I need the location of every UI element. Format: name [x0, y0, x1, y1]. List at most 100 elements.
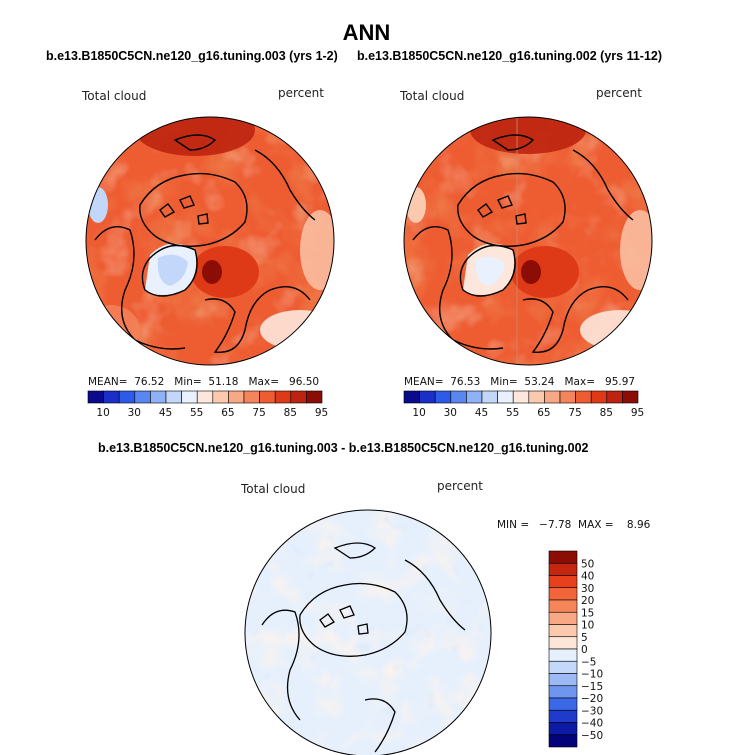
- panel2-mean-label: MEAN=: [404, 376, 444, 388]
- panel1-colorbar-box: [181, 390, 198, 404]
- panel3-colorbar-tick: 40: [581, 571, 594, 583]
- panel1-colorbar-box: [228, 390, 245, 404]
- panel2-colorbar-box: [622, 390, 639, 404]
- panel2-colorbar-box: [512, 390, 530, 404]
- panel3-colorbar-box: [548, 648, 578, 662]
- panel3-colorbar-box: [548, 624, 578, 638]
- panel1-mean-value: 76.52: [134, 376, 165, 388]
- panel1-units: percent: [278, 86, 324, 100]
- panel1-max-value: 96.50: [289, 376, 320, 388]
- panel3-colorbar-tick: −10: [581, 669, 603, 681]
- panel2-field-label: Total cloud: [400, 89, 465, 103]
- panel2-colorbar-box: [466, 390, 483, 404]
- panel2-colorbar-tick: 45: [475, 407, 488, 419]
- panel1-colorbar-box: [150, 390, 167, 404]
- panel3-colorbar-tick: 30: [581, 583, 594, 595]
- panel1-colorbar-box: [243, 390, 260, 404]
- panel2-units: percent: [596, 86, 642, 100]
- panel2-colorbar-tick: 85: [600, 407, 613, 419]
- panel1-max-label: Max=: [248, 376, 280, 388]
- panel3-colorbar-tick: 0: [581, 644, 588, 656]
- panel2-colorbar-box: [450, 390, 467, 404]
- panel2-colorbar-box: [590, 390, 608, 404]
- panel2-max-value: 95.97: [605, 376, 636, 388]
- panel3-colorbar-tick: 20: [581, 595, 594, 607]
- panel2-colorbar-box: [575, 390, 592, 404]
- figure-title: ANN: [342, 20, 391, 45]
- panel2-colorbar-box: [419, 390, 436, 404]
- panel1-colorbar-tick: 65: [221, 407, 234, 419]
- panel3-colorbar-tick: 50: [581, 558, 594, 570]
- panel1-colorbar-tick: 45: [159, 407, 172, 419]
- panel3-colorbar-tick: 5: [581, 632, 588, 644]
- panel3-colorbar-box: [548, 599, 578, 613]
- panel2-colorbar-box: [497, 390, 514, 404]
- panel3-colorbar-tick: −20: [581, 693, 603, 705]
- panel3-colorbar-box: [548, 734, 578, 748]
- panel3-colorbar-tick: −15: [581, 681, 603, 693]
- panel3-colorbar-tick: 10: [581, 620, 594, 632]
- panel1-colorbar-tick: 75: [252, 407, 265, 419]
- subtitle-right: b.e13.B1850C5CN.ne120_g16.tuning.002 (yr…: [357, 49, 663, 63]
- panel3-colorbar-box: [548, 709, 578, 723]
- panel1-map: [85, 116, 335, 366]
- panel1-min-value: 51.18: [208, 376, 239, 388]
- panel1-colorbar-box: [103, 390, 120, 404]
- panel1-colorbar: 10 30 45 55 65 75 85 95: [87, 390, 328, 419]
- panel2-colorbar-tick: 75: [568, 407, 581, 419]
- panel1-min-label: Min=: [174, 376, 202, 388]
- panel2-min-label: Min=: [490, 376, 518, 388]
- panel2-colorbar-tick: 65: [537, 407, 550, 419]
- panel3-colorbar-box: [548, 685, 578, 699]
- panel2-mean-value: 76.53: [450, 376, 481, 388]
- panel2-colorbar: 10 30 45 55 65 75 85 95: [403, 390, 644, 419]
- panel3-colorbar-tick: 15: [581, 607, 594, 619]
- panel3-colorbar-box: [548, 575, 578, 589]
- panel3-colorbar-box: [548, 697, 578, 711]
- panel3-colorbar-box: [548, 611, 578, 625]
- panel1-colorbar-box: [212, 390, 229, 404]
- subtitle-diff: b.e13.B1850C5CN.ne120_g16.tuning.003 - b…: [98, 441, 589, 455]
- panel1-colorbar-box: [196, 390, 214, 404]
- panel1-colorbar-box: [134, 390, 151, 404]
- panel1-colorbar-box: [165, 390, 182, 404]
- panel3-field-label: Total cloud: [241, 482, 306, 496]
- panel2-stats: MEAN= 76.53 Min= 53.24 Max= 95.97: [404, 376, 635, 388]
- panel2-max-label: Max=: [564, 376, 596, 388]
- panel3-colorbar-tick: −5: [581, 656, 596, 668]
- panel1-colorbar-tick: 30: [128, 407, 141, 419]
- panel2-colorbar-box: [544, 390, 561, 404]
- panel2-colorbar-tick: 55: [506, 407, 519, 419]
- panel3-colorbar-box: [548, 660, 578, 674]
- panel3-colorbar-tick: −50: [581, 730, 603, 742]
- panel1-colorbar-box: [87, 390, 104, 404]
- panel2-colorbar-box: [559, 390, 576, 404]
- panel1-colorbar-tick: 10: [96, 407, 109, 419]
- panel2-colorbar-box: [481, 390, 498, 404]
- panel3-colorbar-box: [548, 636, 578, 650]
- panel3-stats: MIN = −7.78 MAX = 8.96: [497, 519, 651, 531]
- subtitle-left: b.e13.B1850C5CN.ne120_g16.tuning.003 (yr…: [46, 49, 338, 63]
- panel1-colorbar-box: [118, 390, 136, 404]
- panel3-colorbar-box: [548, 550, 578, 564]
- panel1-mean-label: MEAN=: [88, 376, 128, 388]
- panel2-map: [403, 116, 653, 366]
- panel3-units: percent: [437, 479, 483, 493]
- panel3-colorbar-tick: −40: [581, 718, 603, 730]
- panel2-colorbar-tick: 10: [412, 407, 425, 419]
- panel1-colorbar-box: [274, 390, 292, 404]
- panel3-colorbar-box: [548, 587, 578, 601]
- panel1-colorbar-tick: 85: [284, 407, 297, 419]
- panel2-colorbar-tick: 30: [444, 407, 457, 419]
- panel2-colorbar-box: [403, 390, 420, 404]
- panel1-colorbar-box: [290, 390, 307, 404]
- panel3-colorbar-box: [548, 673, 578, 687]
- panel2-colorbar-box: [606, 390, 623, 404]
- panel1-colorbar-tick: 95: [315, 407, 328, 419]
- panel3-map: [244, 509, 492, 755]
- panel2-colorbar-box: [434, 390, 452, 404]
- panel1-stats: MEAN= 76.52 Min= 51.18 Max= 96.50: [88, 376, 319, 388]
- panel1-colorbar-box: [259, 390, 276, 404]
